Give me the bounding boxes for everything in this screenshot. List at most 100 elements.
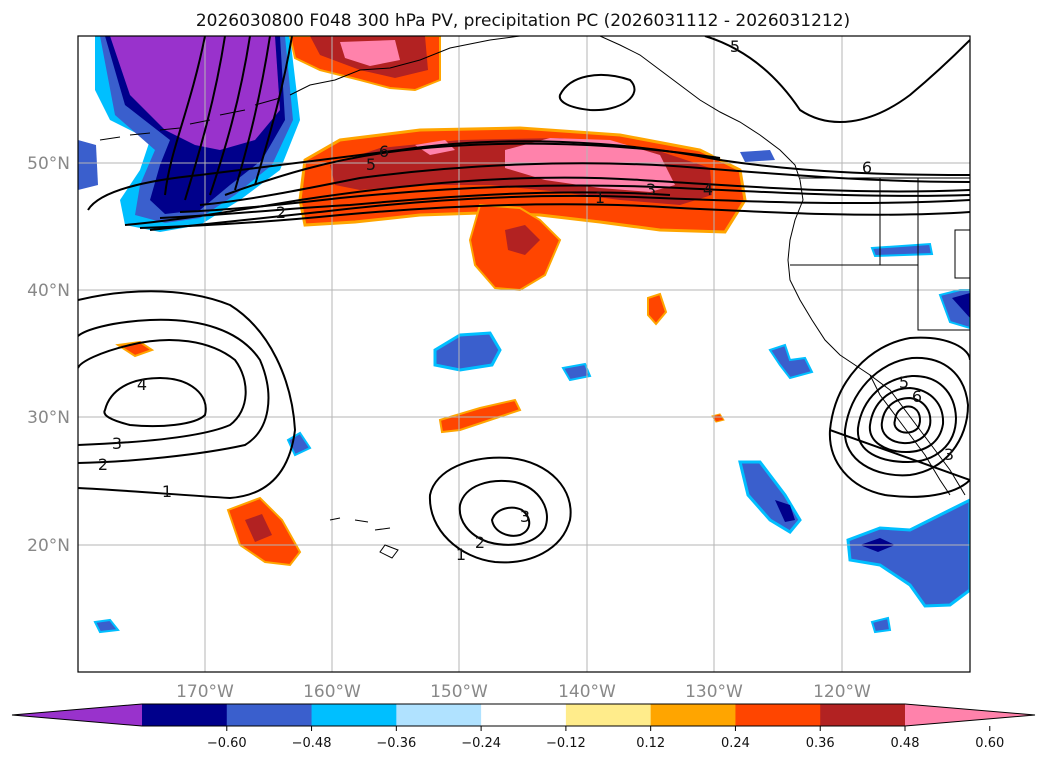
pv-contour-coastal-low-3 xyxy=(856,374,958,464)
contour-label-east-6: 6 xyxy=(862,158,872,177)
graticule xyxy=(78,36,970,672)
anomaly-pos-tongue-core xyxy=(505,225,540,255)
pv-contour-subtropical-2 xyxy=(458,479,548,546)
anomaly-neg-bc-coast xyxy=(740,150,775,162)
colorbar-tick-label: 0.48 xyxy=(891,736,920,751)
colorbar-tick-label: 0.36 xyxy=(806,736,835,751)
anomaly-pos-southwest-core xyxy=(245,514,272,542)
anomaly-neg-southwest xyxy=(93,618,120,634)
coastline-bc-alaska-panhandle xyxy=(599,36,801,181)
pv-contour-jet-3 xyxy=(149,194,970,231)
pv-contour-trough-5 xyxy=(254,36,293,186)
pv-contour-jet-8 xyxy=(159,191,671,219)
pv-contour-jet-2 xyxy=(124,176,970,226)
anomaly-neg-inland xyxy=(870,242,934,258)
pv-contour-west-high-2 xyxy=(78,318,270,464)
colorbar-segment xyxy=(396,704,482,726)
contour-label-west-1: 1 xyxy=(162,482,172,501)
anomaly-neg-central-3 xyxy=(768,343,814,380)
pv-contour-jet-1 xyxy=(87,140,970,211)
pv-contour-jet-7 xyxy=(139,203,970,229)
lon-label-150w: 150°W xyxy=(430,682,488,702)
anomaly-neg-west-edge xyxy=(78,140,98,190)
pv-contour-coastal-low-1 xyxy=(828,336,970,498)
contour-label-coastal-6: 6 xyxy=(912,387,922,406)
colorbar: −0.60 −0.48 −0.36 −0.24 −0.12 0.12 0.24 0.36 0.4… xyxy=(11,703,1036,751)
coastline-west-coast xyxy=(787,179,966,496)
pv-contours xyxy=(78,36,970,564)
colorbar-segment xyxy=(735,704,821,726)
colorbar-segment xyxy=(311,704,397,726)
pv-contour-ridge-north xyxy=(558,74,636,112)
contour-label-sub-3: 3 xyxy=(520,507,530,526)
pv-contour-west-high-4 xyxy=(103,376,207,428)
colorbar-tick-label: −0.36 xyxy=(376,736,416,751)
lat-label-30n: 30°N xyxy=(27,408,70,428)
lon-label-130w: 130°W xyxy=(685,682,743,702)
pv-contour-jet-6 xyxy=(224,142,721,196)
pv-contour-north-5 xyxy=(704,36,970,123)
contour-label-jet-3: 3 xyxy=(646,180,656,199)
lat-label-20n: 20°N xyxy=(27,536,70,556)
lat-label-40n: 40°N xyxy=(27,281,70,301)
contour-label-sub-2: 2 xyxy=(475,533,485,552)
anomaly-neg-southeast-core xyxy=(775,500,795,522)
contour-label-coastal-5: 5 xyxy=(899,373,909,392)
contour-label-west-2: 2 xyxy=(98,455,108,474)
pv-contour-coastal-low-5 xyxy=(880,396,932,445)
contour-label-west-4: 4 xyxy=(137,375,147,394)
colorbar-segment xyxy=(565,704,652,726)
coastline-hawaii xyxy=(329,517,399,559)
anomaly-pos-tiny xyxy=(711,413,725,423)
colorbar-segment xyxy=(481,704,567,726)
longitude-labels: 170°W 160°W 150°W 140°W 130°W 120°W xyxy=(176,682,871,702)
contour-label-jet-2: 2 xyxy=(276,203,286,222)
pv-contour-coastal-low-4 xyxy=(868,386,945,454)
pv-contour-coastal-low-6 xyxy=(893,405,921,434)
contour-label-jet-6: 6 xyxy=(379,142,389,161)
anomaly-neg-southeast-2 xyxy=(846,498,970,608)
lon-label-140w: 140°W xyxy=(558,682,616,702)
colorbar-outline xyxy=(11,703,1036,727)
colorbar-tick-label: 0.60 xyxy=(975,736,1004,751)
map-frame xyxy=(77,35,971,673)
border-states xyxy=(790,178,970,331)
negative-precip-anomalies xyxy=(78,36,970,634)
contour-label-coastal-3: 3 xyxy=(944,445,954,464)
lon-label-160w: 160°W xyxy=(303,682,361,702)
contour-label-jet-4: 4 xyxy=(703,180,713,199)
colorbar-segment xyxy=(226,704,313,726)
pv-contour-trough-3 xyxy=(209,36,251,196)
lat-label-50n: 50°N xyxy=(27,154,70,174)
colorbar-tick-label: 0.12 xyxy=(636,736,665,751)
pv-contour-trough-1 xyxy=(164,36,206,196)
colorbar-tick-label: 0.24 xyxy=(721,736,750,751)
anomaly-neg-central-2 xyxy=(561,362,592,382)
pv-contour-jet-4 xyxy=(179,184,970,213)
colorbar-tick-label: −0.60 xyxy=(207,736,247,751)
colorbar-tick-label: −0.12 xyxy=(546,736,586,751)
lon-label-120w: 120°W xyxy=(813,682,871,702)
pv-contour-coastal-low-2 xyxy=(843,356,970,477)
colorbar-segment xyxy=(820,704,906,726)
colorbar-segment xyxy=(650,704,736,726)
pv-contour-subtropical-1 xyxy=(428,456,572,564)
anomaly-pos-mid-1 xyxy=(647,292,668,326)
pv-contour-trough-4 xyxy=(234,36,271,191)
colorbar-tick-label: −0.24 xyxy=(461,736,501,751)
anomaly-neg-nw-extreme xyxy=(110,36,280,150)
figure-title: 2026030800 F048 300 hPa PV, precipitatio… xyxy=(196,11,850,31)
contour-label-north-5: 5 xyxy=(730,37,740,56)
colorbar-extend-high xyxy=(905,704,1035,726)
map-panel: 6 5 2 1 3 4 5 6 4 3 2 1 3 2 1 5 6 3 xyxy=(77,35,971,673)
coastlines xyxy=(99,36,970,559)
coastline-aleutians xyxy=(99,97,281,141)
colorbar-tick-label: −0.48 xyxy=(292,736,332,751)
anomaly-neg-central-1 xyxy=(433,331,502,372)
contour-label-west-3: 3 xyxy=(112,434,122,453)
coastline-alaska xyxy=(289,36,521,96)
colorbar-extend-low xyxy=(12,704,142,726)
latitude-labels: 50°N 40°N 30°N 20°N xyxy=(27,154,70,556)
pv-contour-jet-5 xyxy=(199,162,970,206)
